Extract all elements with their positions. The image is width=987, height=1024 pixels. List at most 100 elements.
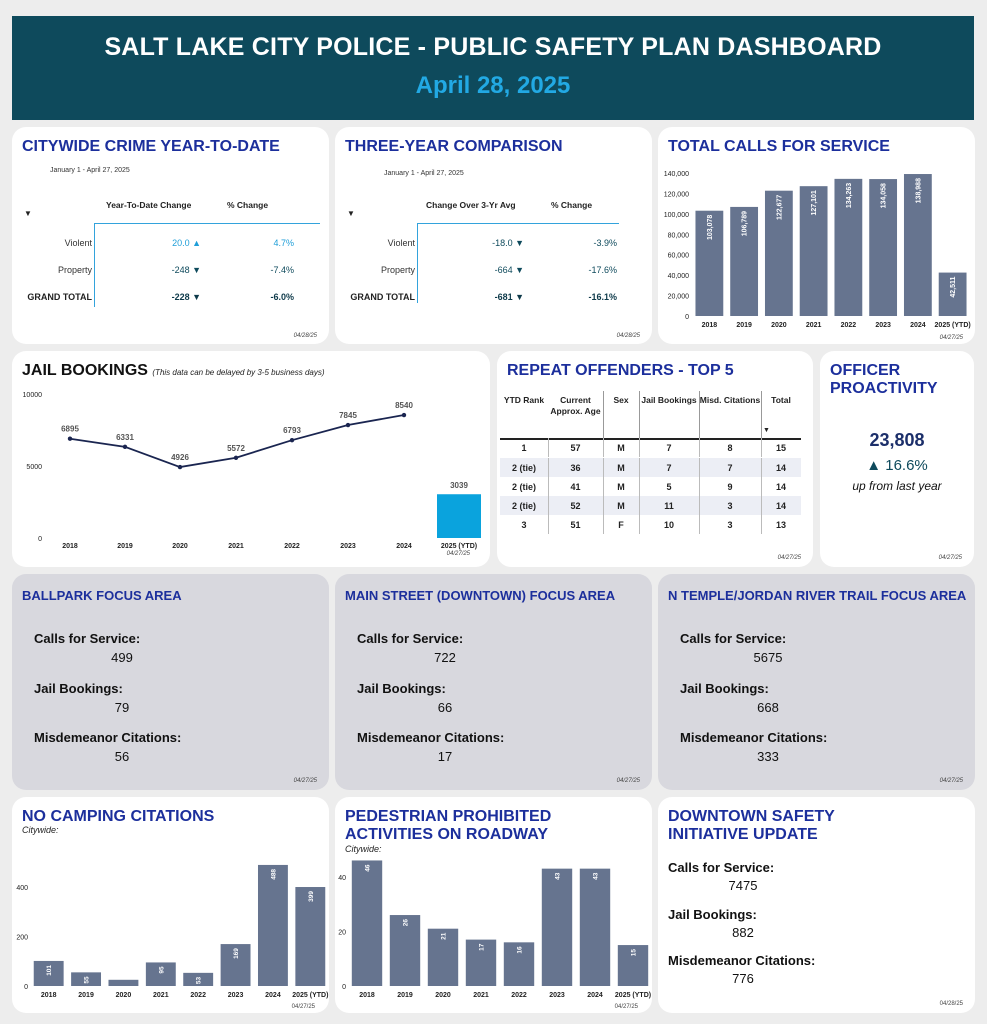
footer-date: 04/27/25 <box>939 335 963 341</box>
x-tick-label: 2020 <box>771 322 787 329</box>
bar <box>503 942 535 986</box>
bar <box>389 915 421 986</box>
ytd-table: ▼ Year-To-Date Change % Change Violent 20… <box>12 127 329 344</box>
proactivity-value: 23,808 <box>869 430 925 450</box>
bar-value-label: 53 <box>196 976 203 984</box>
row-change: -18.0 ▼ <box>492 238 524 248</box>
table-cell: 41 <box>570 482 581 492</box>
sort-icon[interactable]: ▼ <box>24 209 32 218</box>
col-header: Change Over 3-Yr Avg <box>426 200 516 210</box>
table-cell: 51 <box>570 520 581 530</box>
y-tick-label: 60,000 <box>668 253 690 260</box>
bar <box>730 206 759 316</box>
table-cell: 7 <box>727 463 733 473</box>
column-header: Total <box>771 395 791 405</box>
y-tick-label: 80,000 <box>668 232 690 239</box>
citations-label: Misdemeanor Citations: <box>34 730 182 745</box>
citations-value: 776 <box>732 971 754 986</box>
table-cell: 7 <box>666 443 672 453</box>
row-pct: -17.6% <box>588 265 617 275</box>
bar <box>145 962 176 986</box>
date-range: January 1 - April 27, 2025 <box>384 170 464 177</box>
table-cell: 7 <box>666 463 672 473</box>
x-tick-label: 2018 <box>359 992 375 999</box>
row-label: Property <box>57 265 92 275</box>
x-tick-label: 2021 <box>228 543 244 550</box>
table-cell: 14 <box>775 501 786 511</box>
row-pct: -16.1% <box>588 292 617 302</box>
y-tick-label: 5000 <box>26 464 42 471</box>
x-tick-label: 2020 <box>435 992 451 999</box>
calls-value: 5675 <box>753 650 783 665</box>
total-calls-chart: 0 20,000 40,000 60,000 80,000 100,000 120,000 1… <box>664 171 971 329</box>
sort-icon[interactable]: ▼ <box>347 209 355 218</box>
table-cell: M <box>617 463 625 473</box>
x-tick-label: 2025 (YTD) <box>935 322 971 329</box>
row-pct: -3.9% <box>593 238 617 248</box>
pedestrian-card: PEDESTRIAN PROHIBITED ACTIVITIES ON ROAD… <box>335 797 652 1013</box>
chart-subtitle: (This data can be delayed by 3-5 busines… <box>152 368 325 377</box>
sort-icon[interactable]: ▼ <box>763 427 770 434</box>
x-tick-label: 2019 <box>78 992 94 999</box>
data-label: 8540 <box>395 401 413 410</box>
calls-value: 722 <box>434 650 456 665</box>
card-title: PEDESTRIAN PROHIBITED ACTIVITIES ON ROAD… <box>345 808 552 843</box>
main-street-focus-area-card: MAIN STREET (DOWNTOWN) FOCUS AREA Calls … <box>335 574 652 790</box>
x-tick-label: 2021 <box>473 992 489 999</box>
table-cell: 1 <box>521 443 527 453</box>
x-tick-label: 2024 <box>396 543 412 550</box>
bar-value-label: 127,101 <box>811 190 818 215</box>
y-tick-label: 40 <box>338 875 346 882</box>
three-year-comparison-card: THREE-YEAR COMPARISON January 1 - April … <box>335 127 652 344</box>
footer-date: 04/28/25 <box>939 1001 963 1007</box>
x-tick-label: 2019 <box>117 543 133 550</box>
card-title: N TEMPLE/JORDAN RIVER TRAIL FOCUS AREA <box>668 588 967 603</box>
bar <box>183 972 214 986</box>
card-title: BALLPARK FOCUS AREA <box>22 588 182 603</box>
total-calls-card: TOTAL CALLS FOR SERVICE 0 20,000 40,000 60,… <box>658 127 975 344</box>
table-cell: 15 <box>775 443 786 453</box>
bar <box>541 868 573 986</box>
calls-value: 499 <box>111 650 133 665</box>
bar-value-label: 46 <box>365 864 372 872</box>
proactivity-change: ▲ 16.6% <box>866 457 928 474</box>
bar <box>695 210 724 316</box>
column-header: Misd. Citations <box>699 395 761 405</box>
x-tick-label: 2022 <box>511 992 527 999</box>
data-point <box>67 436 73 441</box>
footer-date: 04/28/25 <box>293 333 317 339</box>
bar-value-label: 43 <box>593 872 600 880</box>
bar-value-label: 122,677 <box>776 195 783 220</box>
calls-value: 7475 <box>728 878 758 893</box>
row-pct: 4.7% <box>273 238 294 248</box>
card-title: THREE-YEAR COMPARISON <box>345 138 563 155</box>
table-cell: 2 (tie) <box>511 463 536 473</box>
card-title: JAIL BOOKINGS (This data can be delayed … <box>22 362 325 382</box>
col-header: Year-To-Date Change <box>106 200 192 210</box>
bar <box>71 972 102 986</box>
citations-value: 17 <box>437 749 453 764</box>
table-cell: 5 <box>666 482 672 492</box>
table-cell: 9 <box>727 482 733 492</box>
column-header: Jail Bookings <box>641 395 697 405</box>
x-tick-label: 2022 <box>841 322 857 329</box>
x-tick-label: 2019 <box>736 322 752 329</box>
table-cell: M <box>617 443 625 453</box>
citywide-crime-ytd-card: CITYWIDE CRIME YEAR-TO-DATE January 1 - … <box>12 127 329 344</box>
table-cell: F <box>618 520 624 530</box>
bar <box>579 868 611 986</box>
x-tick-label: 2025 (YTD) <box>292 992 328 999</box>
bar-value-label: 134,263 <box>846 183 853 208</box>
bar-value-label: 17 <box>479 943 486 951</box>
data-label: 6793 <box>283 426 301 435</box>
table-cell: 2 (tie) <box>511 501 536 511</box>
y-tick-label: 0 <box>342 984 346 991</box>
x-tick-label: 2020 <box>172 543 188 550</box>
row-pct: -6.0% <box>270 292 294 302</box>
table-cell: 2 (tie) <box>511 482 536 492</box>
col-header: % Change <box>227 200 269 210</box>
table-cell: 3 <box>521 520 527 530</box>
row-pct: -7.4% <box>270 265 294 275</box>
y-tick-label: 40,000 <box>668 273 690 280</box>
card-title: OFFICER PROACTIVITY <box>830 362 938 397</box>
